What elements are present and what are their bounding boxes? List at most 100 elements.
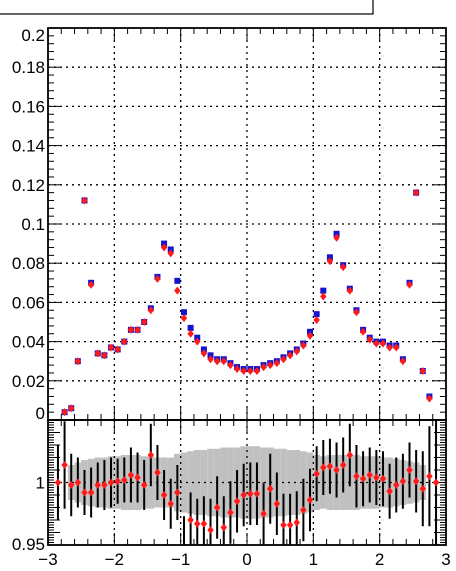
top-y-tick-label: 0.18 <box>12 58 45 77</box>
ratio-data-point <box>147 451 155 459</box>
ratio-data-point <box>359 474 367 483</box>
blue-data-point <box>320 287 327 294</box>
red-data-point <box>247 367 254 375</box>
ratio-data-point <box>267 484 274 493</box>
red-data-point <box>240 367 247 375</box>
ratio-data-point <box>167 499 174 508</box>
red-data-point <box>194 337 201 346</box>
red-data-point <box>419 367 426 375</box>
ratio-data-point <box>339 461 347 469</box>
ratio-data-point <box>94 481 101 489</box>
red-data-point <box>147 306 155 315</box>
ratio-data-point <box>134 473 141 482</box>
ratio-data-point <box>300 506 307 514</box>
red-data-point <box>233 365 241 374</box>
red-data-point <box>273 359 281 368</box>
ratio-y-tick-label: 0.95 <box>12 535 45 554</box>
ratio-data-point <box>87 488 95 497</box>
red-data-point <box>174 286 181 295</box>
ratio-data-point <box>313 469 320 478</box>
red-data-point <box>227 361 234 370</box>
ratio-data-point <box>107 478 115 487</box>
ratio-data-point <box>353 472 360 481</box>
red-data-point <box>61 408 68 417</box>
ratio-data-point <box>68 481 75 489</box>
blue-data-point <box>187 324 194 331</box>
red-data-point <box>81 196 88 205</box>
ratio-data-point <box>200 519 208 528</box>
red-data-point <box>286 351 294 360</box>
red-data-point <box>180 314 188 323</box>
blue-data-point <box>174 277 181 284</box>
x-tick-label: 2 <box>375 550 384 569</box>
ratio-data-point <box>379 474 387 483</box>
red-data-point <box>406 280 413 289</box>
ratio-data-point <box>74 478 82 487</box>
ratio-data-point <box>386 487 393 496</box>
red-data-point <box>359 327 367 336</box>
red-data-point <box>74 357 82 366</box>
ratio-data-point <box>114 477 121 486</box>
ratio-data-point <box>432 478 440 487</box>
x-tick-label: −2 <box>105 550 124 569</box>
red-data-point <box>293 347 300 356</box>
red-data-point <box>68 404 75 413</box>
ratio-data-point <box>233 497 241 506</box>
red-data-point <box>134 325 141 334</box>
top-y-tick-label: 0.06 <box>12 293 45 312</box>
uncertainty-band-bin <box>187 451 194 514</box>
ratio-data-point <box>293 518 300 527</box>
ratio-data-point <box>253 489 261 498</box>
ratio-data-point <box>419 484 426 493</box>
red-data-point <box>200 349 208 358</box>
red-data-point <box>187 329 194 338</box>
red-data-point <box>101 351 108 360</box>
top-y-tick-label: 0.04 <box>12 333 45 352</box>
red-data-point <box>399 357 407 366</box>
x-tick-label: −3 <box>38 550 57 569</box>
ratio-data-point <box>373 473 380 482</box>
red-data-point <box>114 345 121 354</box>
red-data-point <box>346 286 354 295</box>
ratio-data-point <box>247 489 254 498</box>
top-y-tick-label: 0.14 <box>12 137 45 156</box>
top-y-tick-label: 0.02 <box>12 372 45 391</box>
red-data-point <box>207 355 214 364</box>
x-tick-label: 1 <box>309 550 318 569</box>
ratio-data-point <box>280 521 287 529</box>
red-data-point <box>140 318 148 326</box>
red-data-point <box>393 343 400 352</box>
blue-data-point <box>313 311 320 318</box>
ratio-data-point <box>207 526 214 534</box>
red-data-point <box>306 331 314 340</box>
ratio-data-point <box>127 471 135 479</box>
red-data-point <box>333 233 340 242</box>
red-data-point <box>339 263 347 272</box>
top-panel: 0.2 0.18 0.16 0.14 0.12 0.1 0.08 0.06 0.04 0.02 0 <box>12 26 447 423</box>
ratio-data-point <box>154 468 161 477</box>
ratio-data-point <box>121 476 128 484</box>
top-y-tick-label: 0.1 <box>21 215 45 234</box>
red-data-point <box>107 343 115 352</box>
uncertainty-band-bin <box>293 450 301 515</box>
ratio-data-point <box>194 519 201 528</box>
ratio-data-point <box>412 477 420 486</box>
red-data-point <box>326 257 334 266</box>
x-tick-label: −1 <box>171 550 190 569</box>
x-tick-label: 0 <box>242 550 251 569</box>
top-y-tick-label: 0.16 <box>12 97 45 116</box>
ratio-data-point <box>220 523 227 532</box>
red-data-point <box>373 339 380 348</box>
red-data-point <box>253 367 261 375</box>
red-data-point <box>353 308 360 317</box>
red-data-point <box>313 316 320 325</box>
ratio-data-point <box>101 481 108 489</box>
red-data-point <box>121 337 128 346</box>
ratio-data-point <box>187 516 194 524</box>
red-data-point <box>167 249 174 258</box>
ratio-data-point <box>320 463 327 472</box>
red-data-point <box>267 361 274 370</box>
red-data-point <box>127 325 135 334</box>
ratio-data-point <box>426 472 433 481</box>
